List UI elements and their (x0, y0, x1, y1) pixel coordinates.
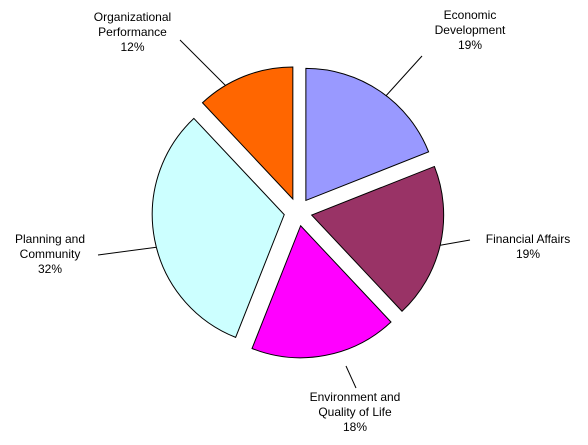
leader-line (435, 239, 471, 247)
pie-slice (310, 165, 445, 312)
category-label: Financial Affairs (485, 232, 571, 246)
pie-slice (251, 224, 392, 359)
slice-label: Environment and Quality of Life 18% (290, 390, 420, 435)
pie-slice (305, 67, 430, 202)
value-label: 19% (515, 247, 541, 261)
value-label: 18% (342, 420, 368, 434)
category-label: Organizational Performance (93, 10, 172, 39)
leader-line (345, 365, 357, 389)
leader-line (383, 55, 423, 99)
value-label: 32% (37, 262, 63, 276)
category-label: Economic Development (434, 8, 506, 37)
category-label: Planning and Community (14, 232, 86, 261)
slice-label: Economic Development 19% (410, 8, 530, 53)
category-label: Environment and Quality of Life (309, 390, 401, 419)
pie-slice (151, 117, 285, 339)
slice-label: Planning and Community 32% (2, 232, 98, 277)
value-label: 19% (457, 38, 483, 52)
pie-slice (201, 66, 294, 201)
slice-label: Organizational Performance 12% (75, 10, 190, 55)
leader-line (97, 245, 167, 256)
slice-label: Financial Affairs 19% (468, 232, 588, 262)
value-label: 12% (120, 40, 145, 54)
